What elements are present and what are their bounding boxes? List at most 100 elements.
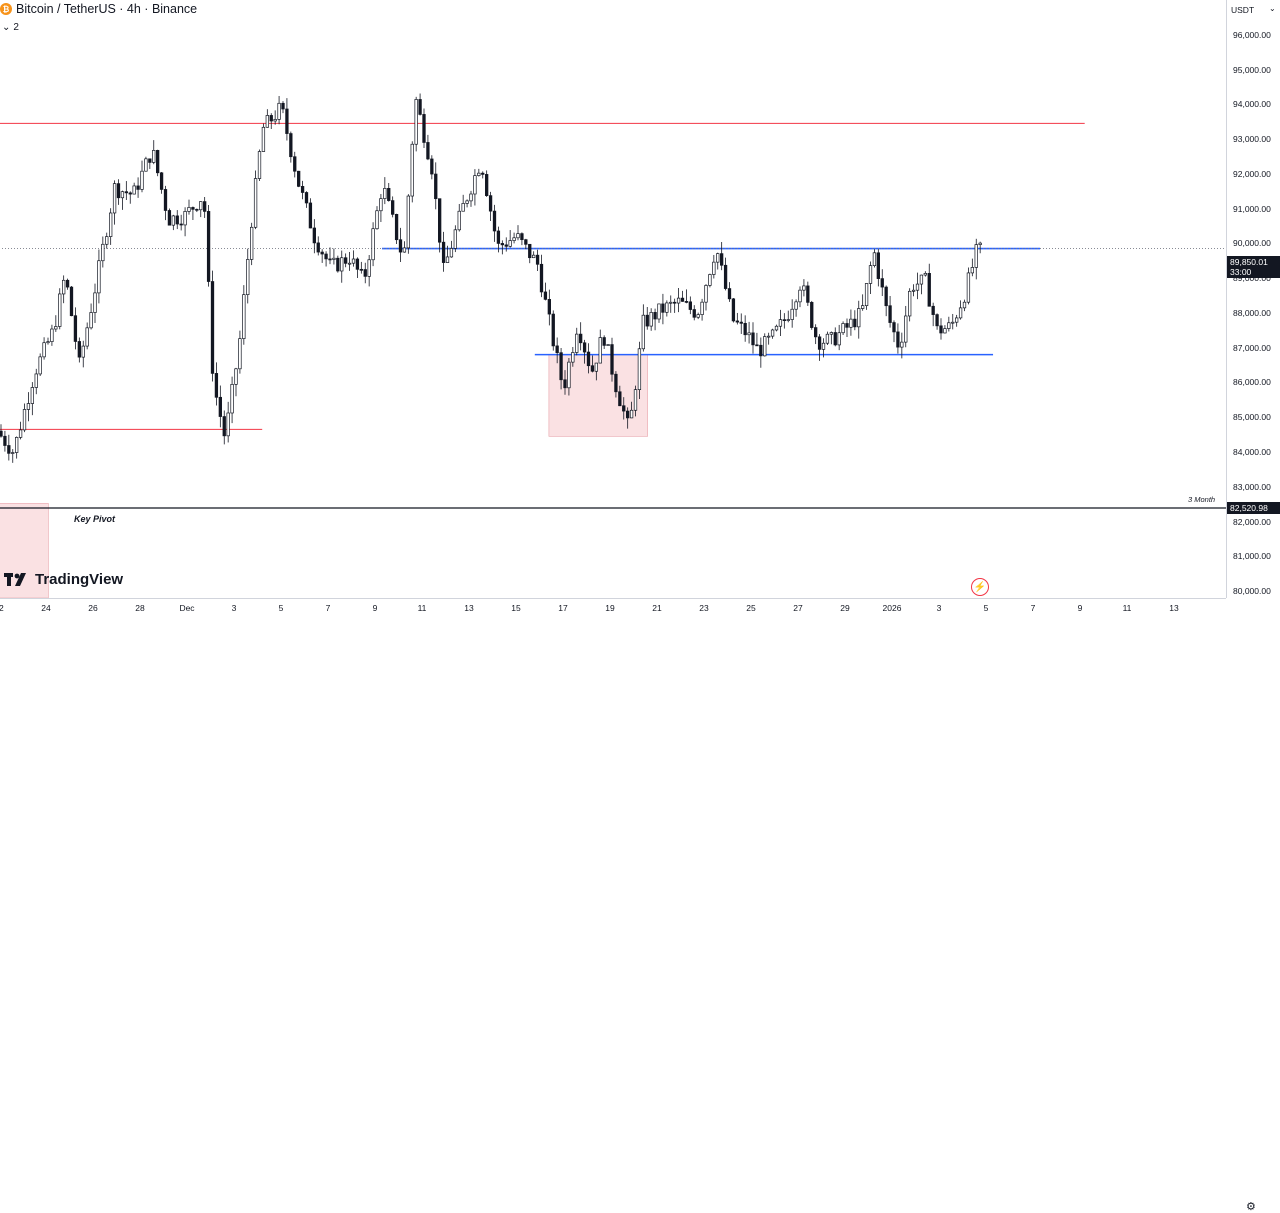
candle-body (199, 201, 203, 211)
candle-body (806, 285, 810, 303)
candle-body (15, 437, 19, 453)
candle-body (966, 272, 971, 303)
y-tick-label: 87,000.00 (1233, 342, 1271, 353)
candle-body (755, 344, 759, 347)
candle-body (861, 305, 865, 309)
x-tick-label: 17 (558, 603, 568, 613)
candle-body (46, 341, 50, 344)
candle-body (923, 273, 927, 276)
x-tick-label: 26 (88, 603, 98, 613)
candle-body (430, 158, 434, 175)
candle-body (774, 325, 779, 331)
chart-plot[interactable] (0, 0, 1226, 598)
candle-body (175, 215, 179, 225)
candle-body (257, 151, 262, 179)
bitcoin-icon: ₿ (0, 3, 12, 15)
candle-body (790, 308, 794, 320)
highlight-zone[interactable] (548, 354, 648, 437)
price-scale[interactable]: USDT ⌄ 96,000.00 95,000.00 94,000.00 93,000… (1226, 0, 1280, 598)
candle-body (242, 294, 246, 339)
candle-body (598, 337, 602, 364)
gear-icon[interactable]: ⚙ (1246, 1201, 1256, 1213)
candle-body (77, 341, 81, 358)
candle-body (38, 356, 42, 375)
candle-body (571, 352, 575, 363)
indicator-toggle[interactable]: ⌄ 2 (2, 22, 19, 33)
candle-body (939, 325, 943, 334)
candle-body (919, 274, 924, 285)
candle-body (81, 345, 85, 358)
candle-body (414, 99, 418, 145)
x-tick-label: 22 (0, 603, 4, 613)
candle-body (759, 344, 763, 357)
candle-body (770, 329, 775, 337)
y-tick-label: 95,000.00 (1233, 64, 1271, 75)
candle-body (692, 309, 696, 318)
tradingview-logo[interactable]: TradingView (4, 571, 123, 588)
y-tick-label: 90,000.00 (1233, 238, 1271, 249)
candle-body (273, 119, 277, 122)
candle-body (704, 285, 708, 303)
candle-body (371, 228, 375, 261)
candle-body (42, 342, 46, 358)
candle-body (841, 323, 845, 334)
candle-body (579, 333, 583, 344)
tradingview-logo-icon (4, 572, 26, 586)
lightning-icon[interactable]: ⚡ (971, 578, 989, 596)
x-tick-label: Dec (179, 603, 195, 613)
candle-body (379, 198, 383, 212)
candle-body (794, 301, 798, 310)
candle-body (477, 172, 481, 176)
candle-body (97, 260, 101, 294)
candle-body (723, 264, 728, 289)
candle-body (156, 150, 160, 174)
candle-body (821, 342, 826, 350)
y-tick-label: 85,000.00 (1233, 412, 1271, 423)
candle-body (112, 183, 117, 214)
candle-body (293, 156, 297, 172)
x-tick-label: 11 (417, 603, 427, 613)
candle-body (226, 412, 230, 437)
candle-body (340, 257, 344, 272)
candle-body (406, 195, 410, 249)
candle-body (203, 201, 207, 212)
candle-body (673, 301, 677, 304)
candle-body (277, 102, 281, 120)
chart-area[interactable]: ₿ Bitcoin / TetherUS · 4h · Binance ⌄ 2 … (0, 0, 1226, 598)
candle-body (837, 332, 841, 346)
x-tick-label: 29 (840, 603, 850, 613)
candle-body (857, 308, 861, 328)
candle-body (798, 289, 802, 303)
candle-body (739, 321, 743, 324)
x-tick-label: 3 (231, 603, 237, 613)
candle-body (767, 335, 771, 338)
candle-body (947, 322, 951, 329)
chevron-down-icon[interactable]: ⌄ (1269, 4, 1276, 13)
candle-body (649, 312, 653, 327)
candle-body (594, 362, 598, 372)
candle-body (943, 328, 947, 334)
x-tick-label: 21 (652, 603, 662, 613)
y-tick-label: 80,000.00 (1233, 586, 1271, 597)
candle-body (367, 259, 371, 277)
currency-selector[interactable]: USDT (1231, 5, 1255, 15)
candle-body (73, 315, 78, 342)
candle-body (375, 210, 379, 230)
candle-body (65, 279, 70, 288)
symbol-title[interactable]: ₿ Bitcoin / TetherUS · 4h · Binance (0, 2, 197, 16)
candle-body (653, 312, 657, 320)
x-tick-label: 27 (793, 603, 803, 613)
candle-body (782, 319, 786, 322)
x-tick-label: 3 (936, 603, 942, 613)
x-tick-label: 15 (511, 603, 521, 613)
candle-body (438, 198, 442, 243)
bar-countdown: 33:00 (1230, 267, 1252, 277)
time-axis[interactable]: 22 24 26 28 Dec 3 5 7 9 11 13 15 17 19 21 23 25 27 29 2026 3… (0, 598, 1256, 1213)
candle-body (453, 229, 457, 249)
y-tick-label: 86,000.00 (1233, 377, 1271, 388)
candle-body (582, 342, 587, 353)
candle-body (93, 292, 97, 313)
candle-body (422, 114, 426, 143)
candle-body (11, 452, 15, 454)
candle-body (829, 332, 833, 335)
